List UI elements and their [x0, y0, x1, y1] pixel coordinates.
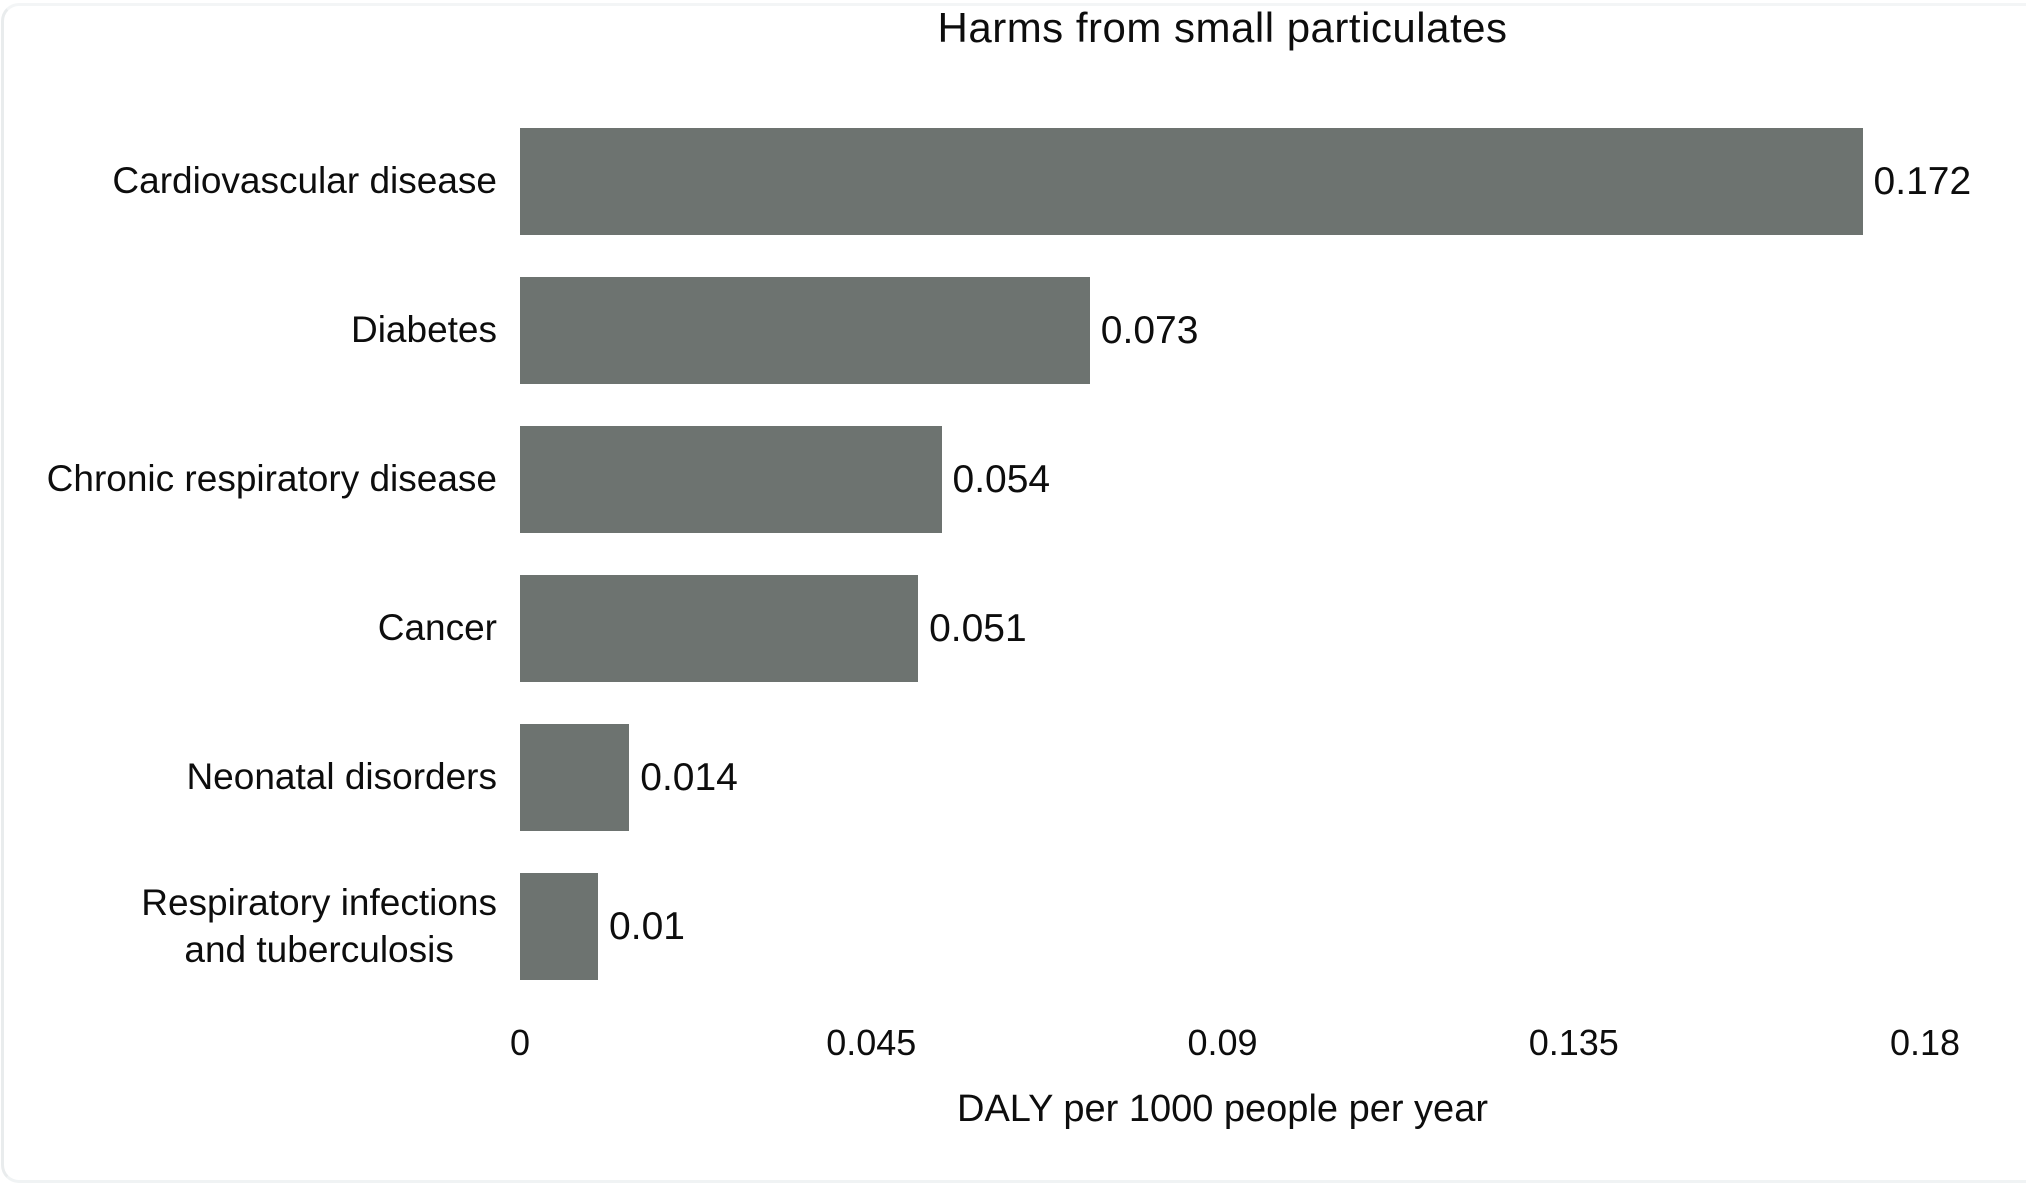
- category-label: Respiratory infections and tuberculosis: [0, 873, 497, 980]
- bar: [520, 724, 630, 831]
- x-tick-label: 0: [509, 1022, 531, 1063]
- category-label: Chronic respiratory disease: [0, 426, 497, 533]
- category-label: Neonatal disorders: [0, 724, 497, 831]
- bar-row: Diabetes 0.073: [0, 277, 2026, 384]
- bar-value-label: 0.172: [1873, 159, 1972, 203]
- x-tick-label: 0.09: [1187, 1022, 1258, 1063]
- bar-value-label: 0.01: [609, 904, 685, 948]
- bar-row: Chronic respiratory disease 0.054: [0, 426, 2026, 533]
- category-label: Diabetes: [0, 277, 497, 384]
- bar: [520, 128, 1863, 235]
- category-label-text: Neonatal disorders: [186, 756, 497, 798]
- bar-row: Respiratory infections and tuberculosis …: [0, 873, 2026, 980]
- bar-row: Cardiovascular disease 0.172: [0, 128, 2026, 235]
- x-tick-label: 0.18: [1889, 1022, 1961, 1063]
- category-label-text: Cancer: [377, 607, 497, 649]
- category-label: Cardiovascular disease: [0, 128, 497, 235]
- bar-row: Neonatal disorders 0.014: [0, 724, 2026, 831]
- bar-value-label: 0.014: [640, 755, 738, 799]
- bar: [520, 277, 1090, 384]
- category-label-text: Chronic respiratory disease: [46, 458, 497, 500]
- category-label-text: Diabetes: [350, 309, 497, 351]
- bar-value-label: 0.054: [952, 457, 1051, 501]
- category-label: Cancer: [0, 575, 497, 682]
- x-tick-label: 0.135: [1528, 1022, 1619, 1063]
- chart-title: Harms from small particulates: [937, 4, 1508, 51]
- bar-value-label: 0.073: [1100, 308, 1199, 352]
- bar-value-label: 0.051: [929, 606, 1027, 650]
- bar: [520, 873, 599, 980]
- bar: [520, 426, 942, 533]
- x-axis-label: DALY per 1000 people per year: [957, 1088, 1488, 1130]
- bar-row: Cancer 0.051: [0, 575, 2026, 682]
- bar: [520, 575, 919, 682]
- category-label-text: Respiratory infections and tuberculosis: [141, 882, 497, 970]
- category-label-text: Cardiovascular disease: [112, 160, 497, 202]
- x-tick-label: 0.045: [826, 1022, 917, 1063]
